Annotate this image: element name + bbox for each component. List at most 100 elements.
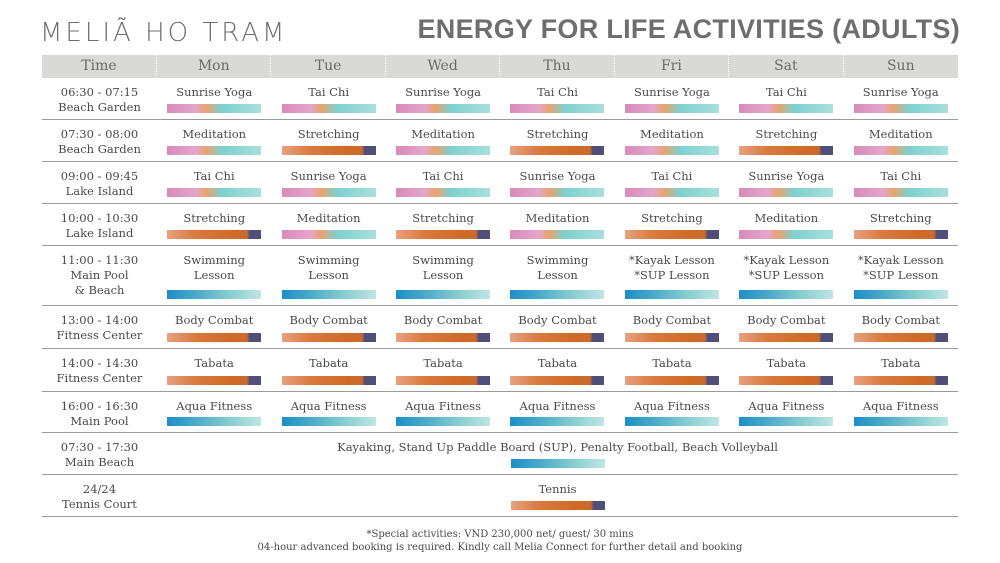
activity-cell: Body Combat: [157, 306, 271, 348]
activity-cell: Stretching: [844, 204, 958, 245]
activity-cell: Tai Chi: [844, 162, 958, 203]
schedule-row: 11:00 - 11:30 Main Pool & Beach Swimming Les…: [42, 246, 958, 306]
time-line: 11:00 - 11:30: [60, 253, 139, 267]
activity-color-bar: [624, 104, 719, 113]
activity-cell: Swimming Lesson: [386, 246, 500, 305]
header-fri: Fri: [615, 55, 730, 78]
activity-color-bar: [624, 188, 719, 197]
time-line: 24/24: [82, 482, 117, 496]
activity-color-bar: [396, 333, 491, 342]
time-line: Lake Island: [65, 184, 134, 198]
activity-label: Tabata: [423, 356, 463, 370]
activity-cell: Tabata: [271, 349, 385, 391]
activity-cell: Meditation: [271, 204, 385, 245]
activity-label: Meditation: [296, 211, 361, 225]
activity-cell: Sunrise Yoga: [729, 162, 843, 203]
activity-label: Tabata: [194, 356, 234, 370]
time-line: Tennis Court: [62, 497, 137, 511]
activity-cell: Tai Chi: [386, 162, 500, 203]
time-line: 10:00 - 10:30: [60, 211, 139, 225]
activity-cell: Tabata: [500, 349, 614, 391]
activity-cell: Meditation: [500, 204, 614, 245]
time-line: 16:00 - 16:30: [60, 399, 139, 413]
schedule-row: 07:30 - 08:00 Beach Garden Meditation Stret…: [42, 120, 958, 162]
time-line: 07:30 - 08:00: [60, 127, 139, 141]
activity-color-bar: [624, 146, 719, 155]
activity-cell: Tai Chi: [615, 162, 729, 203]
activity-label: Meditation: [754, 211, 819, 225]
activity-label: Tai Chi: [422, 169, 464, 183]
activity-label: Stretching: [755, 127, 818, 141]
time-line: Fitness Center: [56, 328, 143, 342]
activity-label: Aqua Fitness: [519, 399, 596, 413]
activity-label: Body Combat: [403, 313, 483, 327]
activity-color-bar: [167, 417, 262, 426]
activity-label: Lesson: [193, 268, 235, 282]
activity-label: Tabata: [652, 356, 692, 370]
time-cell: 14:00 - 14:30 Fitness Center: [42, 349, 157, 391]
activity-label: Sunrise Yoga: [519, 169, 596, 183]
time-line: 06:30 - 07:15: [60, 85, 139, 99]
activity-cell: Tabata: [729, 349, 843, 391]
header-wed: Wed: [386, 55, 501, 78]
activity-cell: Aqua Fitness: [615, 392, 729, 432]
activity-label: Sunrise Yoga: [290, 169, 367, 183]
activity-cell: Aqua Fitness: [157, 392, 271, 432]
activity-cell: Kayaking, Stand Up Paddle Board (SUP), P…: [157, 433, 958, 474]
activity-color-bar: [624, 333, 719, 342]
activity-label: Tai Chi: [765, 85, 807, 99]
activity-color-bar: [396, 417, 491, 426]
table-header: Time Mon Tue Wed Thu Fri Sat Sun: [42, 55, 958, 78]
activity-color-bar: [853, 376, 948, 385]
activity-label: Meditation: [182, 127, 247, 141]
activity-color-bar: [853, 230, 948, 239]
activity-cell: Sunrise Yoga: [615, 78, 729, 119]
activity-label: Aqua Fitness: [748, 399, 825, 413]
activity-color-bar: [739, 104, 834, 113]
activity-label: Meditation: [525, 211, 590, 225]
activity-color-bar: [853, 333, 948, 342]
time-cell: 24/24 Tennis Court: [42, 475, 157, 516]
activity-cell: Tennis: [157, 475, 958, 516]
activity-label: Aqua Fitness: [290, 399, 367, 413]
activity-label: Lesson: [308, 268, 349, 282]
activity-label: Stretching: [641, 211, 703, 225]
activity-color-bar: [281, 333, 376, 342]
activity-cell: Sunrise Yoga: [157, 78, 271, 119]
activity-color-bar: [281, 230, 376, 239]
activity-cell: Stretching: [386, 204, 500, 245]
activity-cell: Swimming Lesson: [500, 246, 614, 305]
activity-color-bar: [510, 376, 605, 385]
activity-cell: *Kayak Lesson *SUP Lesson: [729, 246, 843, 305]
activity-label: Body Combat: [632, 313, 712, 327]
activity-label: Aqua Fitness: [176, 399, 253, 413]
activity-label: Tabata: [537, 356, 578, 370]
activity-color-bar: [167, 290, 262, 299]
activity-color-bar: [510, 459, 605, 468]
activity-color-bar: [739, 188, 834, 197]
activity-label: Body Combat: [289, 313, 368, 327]
time-cell: 09:00 - 09:45 Lake Island: [42, 162, 157, 203]
activity-label: *Kayak Lesson: [629, 253, 715, 267]
activity-cell: Stretching: [500, 120, 614, 161]
schedule-row: 10:00 - 10:30 Lake Island Stretching Medita…: [42, 204, 958, 246]
activity-cell: Stretching: [729, 120, 843, 161]
activity-color-bar: [510, 501, 605, 510]
time-line: Beach Garden: [58, 100, 141, 114]
activity-label: Stretching: [183, 211, 246, 225]
activity-label: Body Combat: [175, 313, 254, 327]
activity-label: Stretching: [412, 211, 474, 225]
activity-color-bar: [510, 290, 605, 299]
activity-label: Tabata: [881, 356, 921, 370]
activity-color-bar: [853, 290, 948, 299]
activity-color-bar: [853, 417, 948, 426]
activity-color-bar: [167, 188, 262, 197]
activity-cell: Body Combat: [386, 306, 500, 348]
activity-color-bar: [739, 417, 834, 426]
activity-label: Body Combat: [747, 313, 826, 327]
time-cell: 06:30 - 07:15 Beach Garden: [42, 78, 157, 119]
activity-cell: Body Combat: [844, 306, 958, 348]
schedule-row: 14:00 - 14:30 Fitness Center Tabata Tabata T…: [42, 349, 958, 392]
activity-cell: Swimming Lesson: [271, 246, 385, 305]
activity-cell: Stretching: [615, 204, 729, 245]
